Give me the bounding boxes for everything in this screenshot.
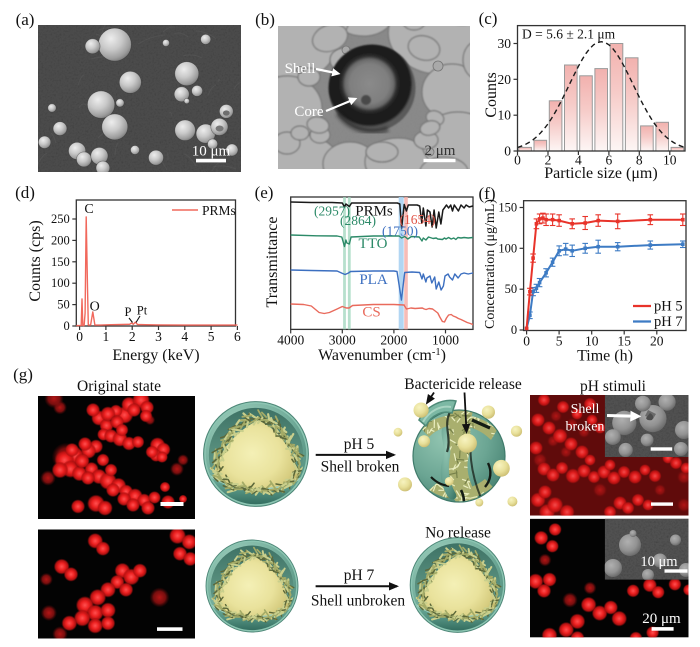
svg-text:(c): (c) <box>479 9 498 28</box>
svg-text:200: 200 <box>51 233 70 247</box>
svg-text:(2864): (2864) <box>340 213 376 228</box>
svg-text:(f): (f) <box>479 184 496 203</box>
svg-text:0: 0 <box>504 144 511 159</box>
svg-text:PRMs: PRMs <box>355 204 393 220</box>
svg-text:O: O <box>90 300 100 315</box>
svg-text:4: 4 <box>575 153 582 168</box>
svg-text:20: 20 <box>498 72 512 87</box>
svg-text:10: 10 <box>498 108 512 123</box>
svg-text:4000: 4000 <box>277 332 304 347</box>
svg-text:50: 50 <box>57 298 70 312</box>
svg-text:Shell broken: Shell broken <box>321 459 400 476</box>
svg-text:Bactericide release: Bactericide release <box>404 376 522 393</box>
svg-text:Original state: Original state <box>77 378 161 395</box>
svg-text:(a): (a) <box>16 10 35 29</box>
svg-text:(1750): (1750) <box>382 224 418 239</box>
svg-text:2000: 2000 <box>380 332 407 347</box>
svg-text:PRMs: PRMs <box>202 203 236 218</box>
svg-text:15: 15 <box>617 334 631 349</box>
svg-text:Concentration (μg/mL): Concentration (μg/mL) <box>483 199 498 329</box>
svg-text:(b): (b) <box>255 10 275 29</box>
svg-text:3000: 3000 <box>329 332 356 347</box>
svg-text:Particle size (μm): Particle size (μm) <box>544 165 657 182</box>
svg-text:(1654): (1654) <box>400 212 436 227</box>
svg-text:150: 150 <box>498 201 517 215</box>
svg-text:10 μm: 10 μm <box>640 554 678 570</box>
svg-text:8: 8 <box>636 153 643 168</box>
svg-text:C: C <box>84 202 93 217</box>
svg-text:CS: CS <box>362 305 380 321</box>
svg-text:20 μm: 20 μm <box>642 611 681 627</box>
svg-text:(d): (d) <box>15 183 35 202</box>
svg-text:Pt: Pt <box>137 304 148 318</box>
svg-text:Shell: Shell <box>285 61 316 77</box>
svg-text:0: 0 <box>76 329 83 344</box>
svg-text:Time (h): Time (h) <box>577 348 633 365</box>
svg-text:100: 100 <box>51 276 70 290</box>
svg-text:1: 1 <box>103 329 110 344</box>
svg-text:pH stimuli: pH stimuli <box>580 378 647 395</box>
svg-text:10: 10 <box>585 334 599 349</box>
svg-text:Counts: Counts <box>483 72 500 117</box>
svg-text:20: 20 <box>650 334 664 349</box>
svg-text:4: 4 <box>181 329 188 344</box>
svg-text:Shell unbroken: Shell unbroken <box>311 593 406 610</box>
svg-text:TTO: TTO <box>359 236 388 252</box>
svg-text:30: 30 <box>498 36 512 51</box>
svg-text:3: 3 <box>155 329 162 344</box>
svg-text:D = 5.6 ± 2.1 μm: D = 5.6 ± 2.1 μm <box>522 27 616 42</box>
svg-text:150: 150 <box>51 255 70 269</box>
svg-text:pH 5: pH 5 <box>654 299 683 315</box>
svg-text:2: 2 <box>545 153 552 168</box>
svg-text:100: 100 <box>498 241 517 255</box>
svg-text:PLA: PLA <box>359 272 388 288</box>
svg-text:Transmittance: Transmittance <box>264 217 281 308</box>
svg-text:Wavenumber (cm-1): Wavenumber (cm-1) <box>318 347 446 365</box>
svg-text:50: 50 <box>505 282 518 296</box>
svg-text:1000: 1000 <box>432 332 459 347</box>
svg-text:broken: broken <box>566 420 605 435</box>
svg-text:Core: Core <box>294 104 324 120</box>
svg-text:6: 6 <box>234 329 241 344</box>
svg-text:pH 7: pH 7 <box>654 314 683 330</box>
svg-text:Shell: Shell <box>571 402 600 417</box>
svg-text:pH 7: pH 7 <box>344 567 375 584</box>
svg-text:10 μm: 10 μm <box>192 144 231 160</box>
svg-text:pH 5: pH 5 <box>344 436 375 453</box>
svg-text:0: 0 <box>511 323 517 337</box>
svg-text:2 μm: 2 μm <box>425 143 456 159</box>
svg-text:Energy (keV): Energy (keV) <box>112 347 199 364</box>
svg-text:0: 0 <box>514 153 521 168</box>
svg-text:(2957): (2957) <box>314 204 350 219</box>
svg-text:0: 0 <box>64 319 70 333</box>
svg-text:2: 2 <box>129 329 136 344</box>
svg-text:5: 5 <box>208 329 215 344</box>
svg-text:Counts (cps): Counts (cps) <box>27 220 44 301</box>
svg-text:5: 5 <box>556 334 563 349</box>
svg-text:(e): (e) <box>255 183 274 202</box>
svg-text:No release: No release <box>425 525 491 542</box>
svg-text:6: 6 <box>606 153 613 168</box>
svg-text:10: 10 <box>663 153 677 168</box>
svg-text:0: 0 <box>523 334 530 349</box>
svg-text:P: P <box>125 305 132 319</box>
svg-text:(g): (g) <box>13 365 33 384</box>
svg-text:250: 250 <box>51 212 70 226</box>
